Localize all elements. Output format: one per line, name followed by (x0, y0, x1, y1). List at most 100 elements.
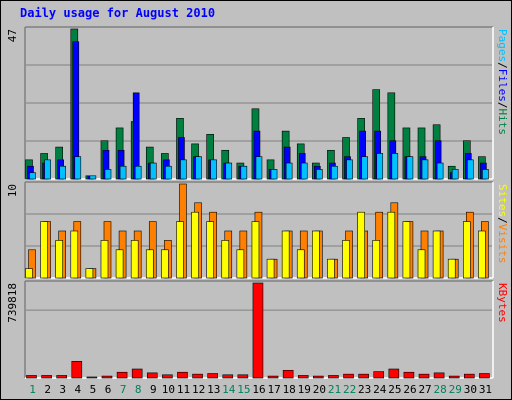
x-tick-day-27: 27 (418, 383, 431, 396)
panel-max-label: 10 (6, 184, 19, 197)
bar-sites-day-27 (417, 249, 426, 279)
x-tick-day-8: 8 (135, 383, 142, 396)
bar-kbytes-day-18 (282, 369, 294, 379)
legend-kbytes: KBytes (496, 283, 509, 323)
bar-kbytes-day-27 (418, 373, 430, 379)
bar-kbytes-day-11 (177, 371, 188, 379)
bar-kbytes-day-5 (86, 376, 98, 379)
bar-kbytes-day-23 (358, 373, 369, 379)
bar-kbytes-day-13 (207, 373, 218, 379)
bar-kbytes-day-17 (267, 375, 279, 379)
x-tick-day-22: 22 (343, 383, 356, 396)
x-tick-day-24: 24 (373, 383, 387, 396)
bar-pages-day-17 (270, 169, 278, 180)
bar-pages-day-2 (44, 159, 51, 180)
bar-kbytes-day-3 (56, 375, 67, 379)
bar-sites-day-7 (115, 249, 124, 279)
bar-sites-day-18 (281, 230, 290, 279)
bar-pages-day-18 (285, 162, 293, 180)
x-tick-day-20: 20 (313, 383, 326, 396)
bar-kbytes-day-29 (448, 375, 460, 379)
bar-kbytes-day-19 (297, 375, 309, 379)
bar-sites-day-16 (251, 221, 260, 279)
x-tick-day-13: 13 (207, 383, 220, 396)
bar-kbytes-day-20 (313, 375, 324, 379)
bar-pages-day-5 (89, 175, 97, 180)
bar-pages-day-7 (119, 165, 127, 180)
bar-pages-day-21 (331, 165, 338, 180)
bar-sites-day-20 (312, 230, 320, 279)
x-tick-day-9: 9 (150, 383, 157, 396)
bar-kbytes-day-30 (464, 373, 475, 379)
bar-sites-day-29 (447, 258, 456, 279)
bar-pages-day-12 (195, 156, 202, 180)
legend-hits: Hits (496, 109, 509, 136)
bar-pages-day-23 (361, 156, 368, 180)
bar-sites-day-31 (478, 230, 486, 279)
bar-kbytes-day-16 (252, 282, 264, 379)
bar-sites-day-8 (130, 240, 139, 279)
x-tick-day-6: 6 (105, 383, 112, 396)
bar-kbytes-day-7 (116, 371, 128, 379)
bar-pages-day-6 (104, 169, 112, 180)
bar-pages-day-30 (467, 159, 474, 180)
panel-max-label: 739818 (6, 283, 19, 323)
panel-legend: Pages/Files/Hits (496, 29, 509, 135)
panel-legend: Sites/Visits (496, 184, 509, 264)
bar-sites-day-12 (191, 211, 199, 279)
x-tick-day-11: 11 (177, 383, 190, 396)
bar-pages-day-27 (421, 159, 429, 180)
x-tick-day-23: 23 (358, 383, 371, 396)
x-tick-day-12: 12 (192, 383, 205, 396)
bar-sites-day-14 (221, 240, 230, 279)
x-axis-day-labels: 1 2 3 4 5 6 7 8 9 10 11 12 13 14 15 16 17 18 19 20 21 22 23 24 2… (29, 383, 492, 396)
bar-pages-day-16 (255, 156, 263, 180)
x-tick-day-17: 17 (267, 383, 280, 396)
chart-panels: 47 Pages/Files/Hits 10 Sites/Visits 739818 KB… (6, 26, 509, 379)
bar-kbytes-day-2 (41, 375, 52, 379)
bar-sites-day-21 (327, 258, 335, 279)
bar-pages-day-13 (210, 159, 217, 180)
bar-sites-day-6 (100, 240, 109, 279)
bar-kbytes-day-31 (479, 373, 490, 379)
x-tick-day-5: 5 (90, 383, 97, 396)
x-tick-day-30: 30 (464, 383, 477, 396)
bar-sites-day-2 (40, 221, 48, 279)
bar-sites-day-5 (85, 268, 94, 279)
bar-sites-day-22 (342, 240, 350, 279)
bar-sites-day-15 (236, 249, 245, 279)
bar-pages-day-31 (482, 169, 489, 180)
panel-visits_sites: 10 Sites/Visits (6, 181, 509, 279)
bar-kbytes-day-26 (403, 371, 415, 379)
bar-pages-day-1 (29, 172, 36, 180)
panel-kbytes: 739818 KBytes (6, 280, 509, 379)
bar-sites-day-25 (387, 211, 396, 279)
bar-kbytes-day-10 (162, 374, 173, 379)
bar-pages-day-9 (149, 162, 157, 180)
bar-pages-day-3 (59, 165, 66, 180)
x-tick-day-3: 3 (59, 383, 66, 396)
bar-pages-day-24 (376, 153, 384, 180)
x-tick-day-16: 16 (252, 383, 265, 396)
x-tick-day-2: 2 (44, 383, 51, 396)
bar-kbytes-day-28 (433, 372, 445, 379)
bar-sites-day-23 (357, 211, 365, 279)
x-tick-day-19: 19 (298, 383, 311, 396)
x-tick-day-14: 14 (222, 383, 236, 396)
x-tick-day-28: 28 (434, 383, 447, 396)
bar-pages-day-19 (300, 162, 308, 180)
bar-sites-day-28 (432, 230, 441, 279)
bar-sites-day-10 (161, 249, 169, 279)
bar-sites-day-17 (266, 258, 275, 279)
bar-kbytes-day-25 (388, 368, 400, 379)
bar-pages-day-29 (451, 169, 459, 180)
legend-separator: / (496, 217, 509, 224)
bar-kbytes-day-14 (222, 374, 234, 379)
x-tick-day-4: 4 (75, 383, 82, 396)
panel-hits_files_pages: 47 Pages/Files/Hits (6, 26, 509, 180)
legend-files: Files (496, 69, 509, 102)
panel-max-label: 47 (6, 29, 19, 42)
bar-kbytes-day-24 (373, 371, 385, 379)
